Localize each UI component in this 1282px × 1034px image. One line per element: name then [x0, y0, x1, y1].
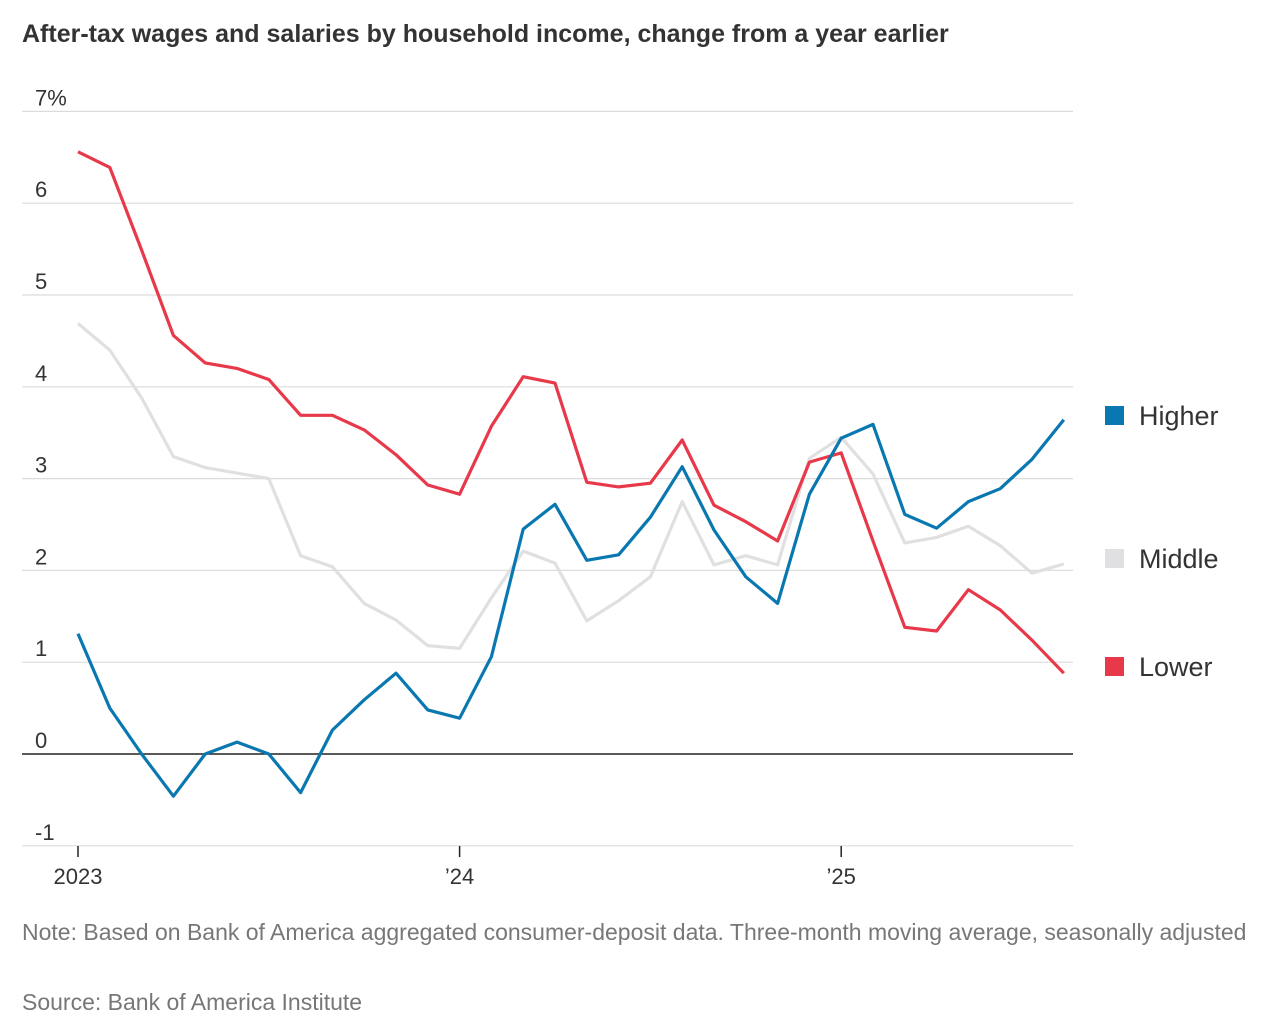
y-tick-label: 5 [35, 269, 47, 294]
x-tick-label: ’24 [445, 864, 474, 889]
y-tick-label: 7% [35, 85, 67, 110]
series-line-lower [77, 150, 1065, 675]
y-tick-label: 0 [35, 728, 47, 753]
legend-label-lower: Lower [1139, 652, 1213, 682]
y-tick-label: 1 [35, 636, 47, 661]
gridlines [22, 110, 1073, 847]
chart-title: After-tax wages and salaries by househol… [22, 20, 949, 48]
series-lines [76, 150, 1066, 798]
x-tick-label: 2023 [54, 864, 103, 889]
legend-swatch-middle [1105, 549, 1124, 568]
x-axis-ticks: 2023 ’24 ’25 [54, 846, 856, 889]
legend-swatch-lower [1105, 657, 1124, 676]
legend-label-higher: Higher [1139, 401, 1219, 431]
y-tick-label: -1 [35, 820, 55, 845]
y-tick-label: 4 [35, 361, 47, 386]
y-tick-label: 2 [35, 544, 47, 569]
legend-swatch-higher [1105, 406, 1124, 425]
legend: Higher Middle Lower [1105, 401, 1219, 682]
series-line-middle [76, 322, 1065, 650]
chart-note: Note: Based on Bank of America aggregate… [22, 919, 1247, 945]
y-axis-ticks: -1 0 1 2 3 4 5 6 7% [35, 85, 67, 844]
legend-label-middle: Middle [1139, 544, 1219, 574]
x-tick-label: ’25 [827, 864, 856, 889]
series-line-higher [76, 418, 1066, 798]
y-tick-label: 3 [35, 453, 47, 478]
chart-source: Source: Bank of America Institute [22, 989, 363, 1015]
y-tick-label: 6 [35, 177, 47, 202]
